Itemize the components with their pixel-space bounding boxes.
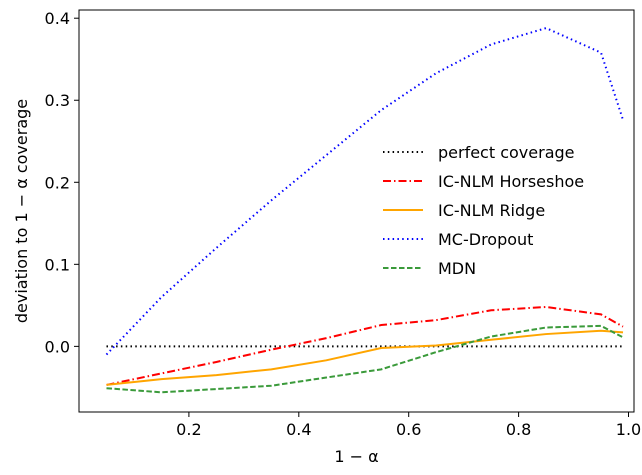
series-line-1 [106,305,624,386]
legend-label-3: MC-Dropout [438,230,533,249]
legend-label-4: MDN [438,259,476,278]
y-tick-label: 0.2 [45,173,70,192]
x-tick-label: 1.0 [616,420,641,439]
x-axis-label: 1 − α [334,447,378,466]
x-tick-label: 0.2 [176,420,201,439]
x-tick-label: 0.4 [286,420,311,439]
legend: perfect coverage IC-NLM Horseshoe IC-NLM R… [383,143,584,278]
x-tick-label: 0.6 [396,420,421,439]
plot-frame [78,9,635,413]
series-lines [105,26,624,394]
series-line-2 [106,329,624,386]
y-tick-label: 0.3 [45,91,70,110]
legend-label-0: perfect coverage [438,143,575,162]
x-tick-label: 0.8 [506,420,531,439]
y-axis-title: deviation to 1 − α coverage [12,99,31,323]
legend-label-2: IC-NLM Ridge [438,201,545,220]
series-line-4 [106,324,624,394]
series-line-3 [105,26,624,356]
y-tick-label: 0.4 [45,9,70,28]
x-axis-title: 1 − α [334,447,378,466]
y-axis: 0.0 0.1 0.2 0.3 0.4 [45,9,79,356]
y-axis-label: deviation to 1 − α coverage [12,99,31,323]
y-tick-label: 0.1 [45,255,70,274]
y-tick-label: 0.0 [45,337,70,356]
legend-label-1: IC-NLM Horseshoe [438,172,584,191]
x-axis: 0.2 0.4 0.6 0.8 1.0 [176,412,641,439]
